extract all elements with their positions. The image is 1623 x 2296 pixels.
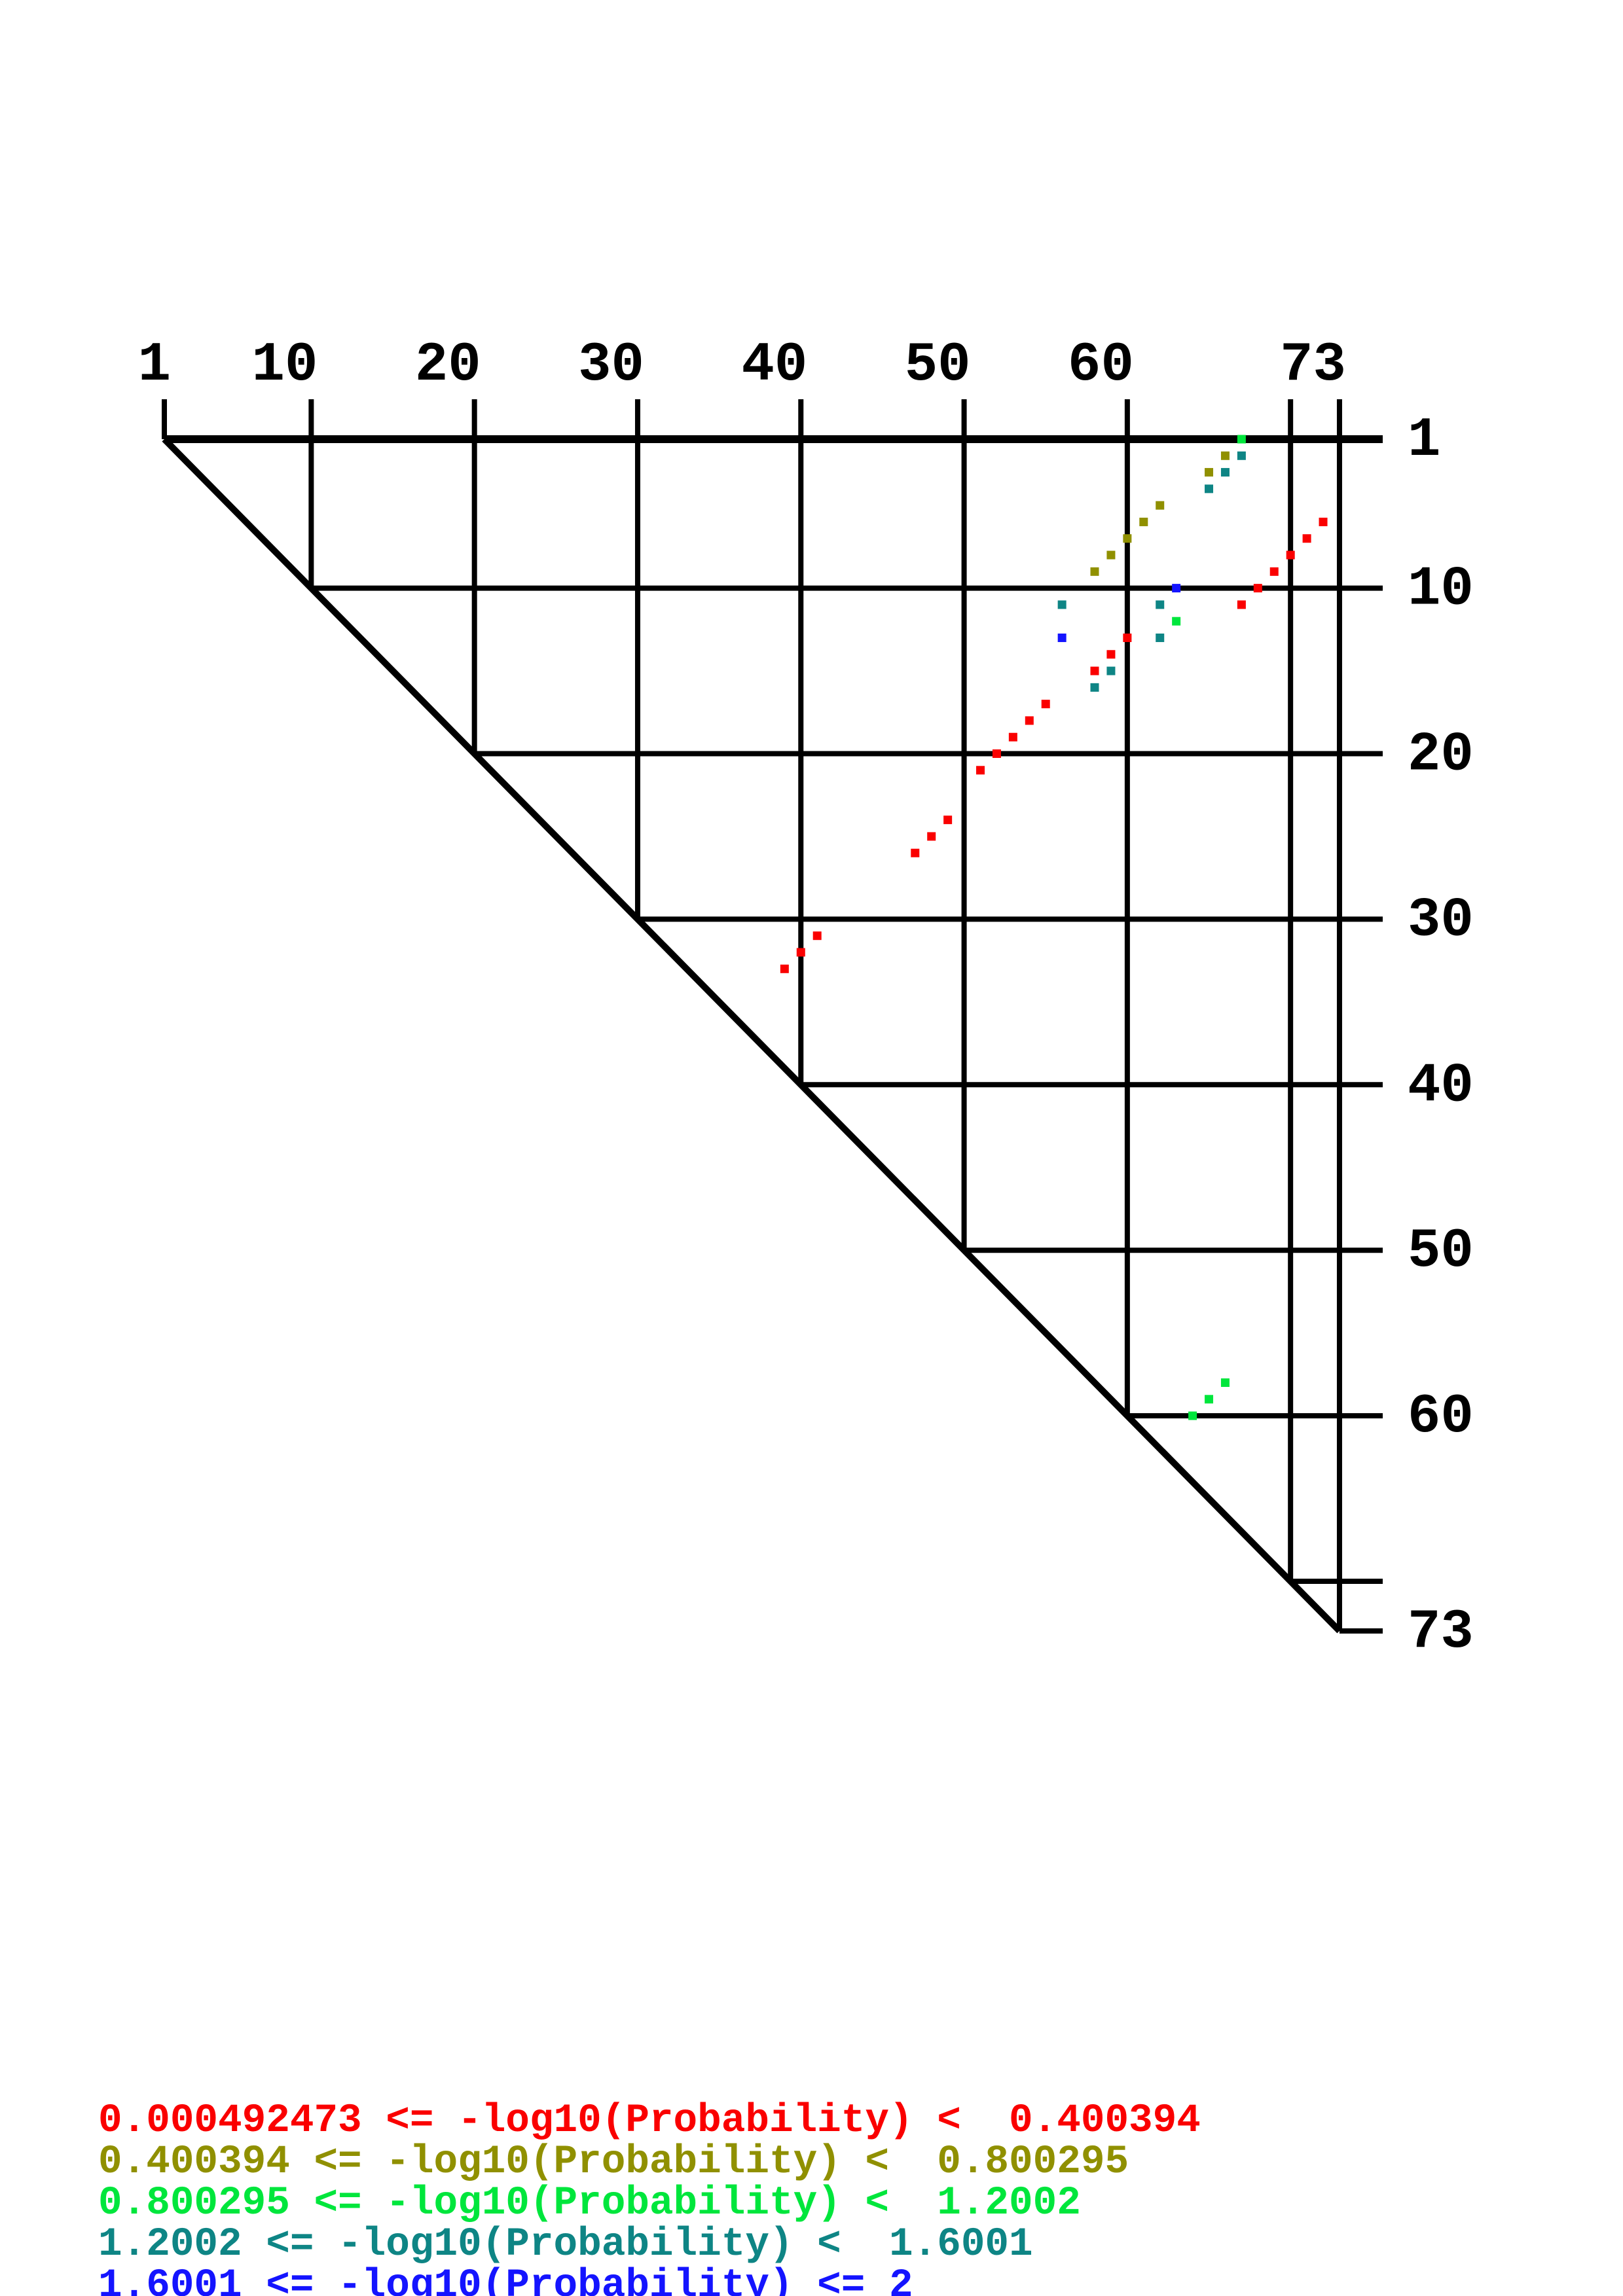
legend-entry-3: 0.800295 <= -log10(Probability) < 1.2002 [98,2181,1081,2226]
right-axis-label-60: 60 [1408,1386,1474,1448]
right-axis-label-30: 30 [1408,889,1474,952]
dot-bin1-13-60 [1123,633,1132,642]
top-axis-label-30: 30 [578,334,644,397]
right-axis-label-50: 50 [1408,1221,1474,1283]
dot-bin1-19-53 [1008,732,1017,742]
dot-bin1-24-49 [943,816,953,825]
right-axis-label-20: 20 [1408,725,1474,787]
dot-bin2-8-59 [1106,550,1116,560]
dot-bin3-59-65 [1205,1395,1214,1404]
dot-bin3-12-63 [1172,617,1181,626]
dot-bin4-13-62 [1156,633,1165,642]
dot-bin2-6-61 [1139,517,1148,526]
legend: 0.000492473 <= -log10(Probability) < 0.4… [98,2018,1201,2296]
right-axis-label-73: 73 [1408,1602,1474,1664]
dot-bin5-10-63 [1172,584,1181,593]
dot-bin1-9-69 [1269,567,1279,576]
dot-bin1-10-68 [1253,584,1262,593]
dot-bin1-7-71 [1302,534,1311,543]
top-axis-label-50: 50 [905,334,971,397]
dot-bin4-2-67 [1237,451,1246,460]
dot-bin4-16-58 [1090,683,1099,692]
dot-bin1-33-39 [780,964,789,973]
dot-bin1-8-70 [1286,550,1295,560]
dot-bin1-6-72 [1319,517,1328,526]
dot-bin1-18-54 [1025,716,1034,725]
top-axis-label-40: 40 [741,334,807,397]
dot-bin1-25-48 [927,832,936,841]
dot-bin5-13-56 [1057,633,1067,642]
dot-bin2-9-58 [1090,567,1099,576]
dot-bin4-11-62 [1156,600,1165,609]
dot-bin1-20-52 [992,749,1001,759]
diagonal-line [162,437,1342,1634]
dot-bin1-15-58 [1090,666,1099,675]
dot-bin1-14-59 [1106,650,1116,659]
legend-entry-5: 1.6001 <= -log10(Probability) <= 2 [98,2263,913,2296]
right-axis-label-40: 40 [1408,1055,1474,1117]
dot-bin3-1-67 [1237,435,1246,444]
top-axis-label-73: 73 [1280,334,1346,397]
dot-bin1-31-41 [812,931,822,941]
dot-bin2-7-60 [1123,534,1132,543]
right-axis-label-1: 1 [1408,410,1440,472]
dot-bin1-26-47 [911,848,920,857]
dot-bin1-11-67 [1237,600,1246,609]
dot-bin2-5-62 [1156,501,1165,510]
top-axis-label-20: 20 [415,334,481,397]
dot-bin3-60-64 [1188,1411,1197,1420]
dot-bin2-3-65 [1205,468,1214,477]
top-axis-label-60: 60 [1068,334,1134,397]
top-axis-label-10: 10 [252,334,318,397]
legend-entry-1: 0.000492473 <= -log10(Probability) < 0.4… [98,2098,1201,2144]
dot-bin4-15-59 [1106,666,1116,675]
dot-bin1-21-51 [976,766,985,775]
dot-bin3-58-66 [1220,1378,1230,1388]
dot-bin4-3-66 [1220,468,1230,477]
dot-bin1-17-55 [1041,700,1050,709]
dot-bin4-11-56 [1057,600,1067,609]
dot-bin4-4-65 [1205,484,1214,493]
dot-bin2-2-66 [1220,451,1230,460]
legend-entry-4: 1.2002 <= -log10(Probability) < 1.6001 [98,2222,1033,2267]
dot-bin1-32-40 [796,948,805,957]
legend-entry-2: 0.400394 <= -log10(Probability) < 0.8002… [98,2140,1129,2185]
right-axis-label-10: 10 [1408,559,1474,621]
top-axis-label-1: 1 [138,334,171,397]
